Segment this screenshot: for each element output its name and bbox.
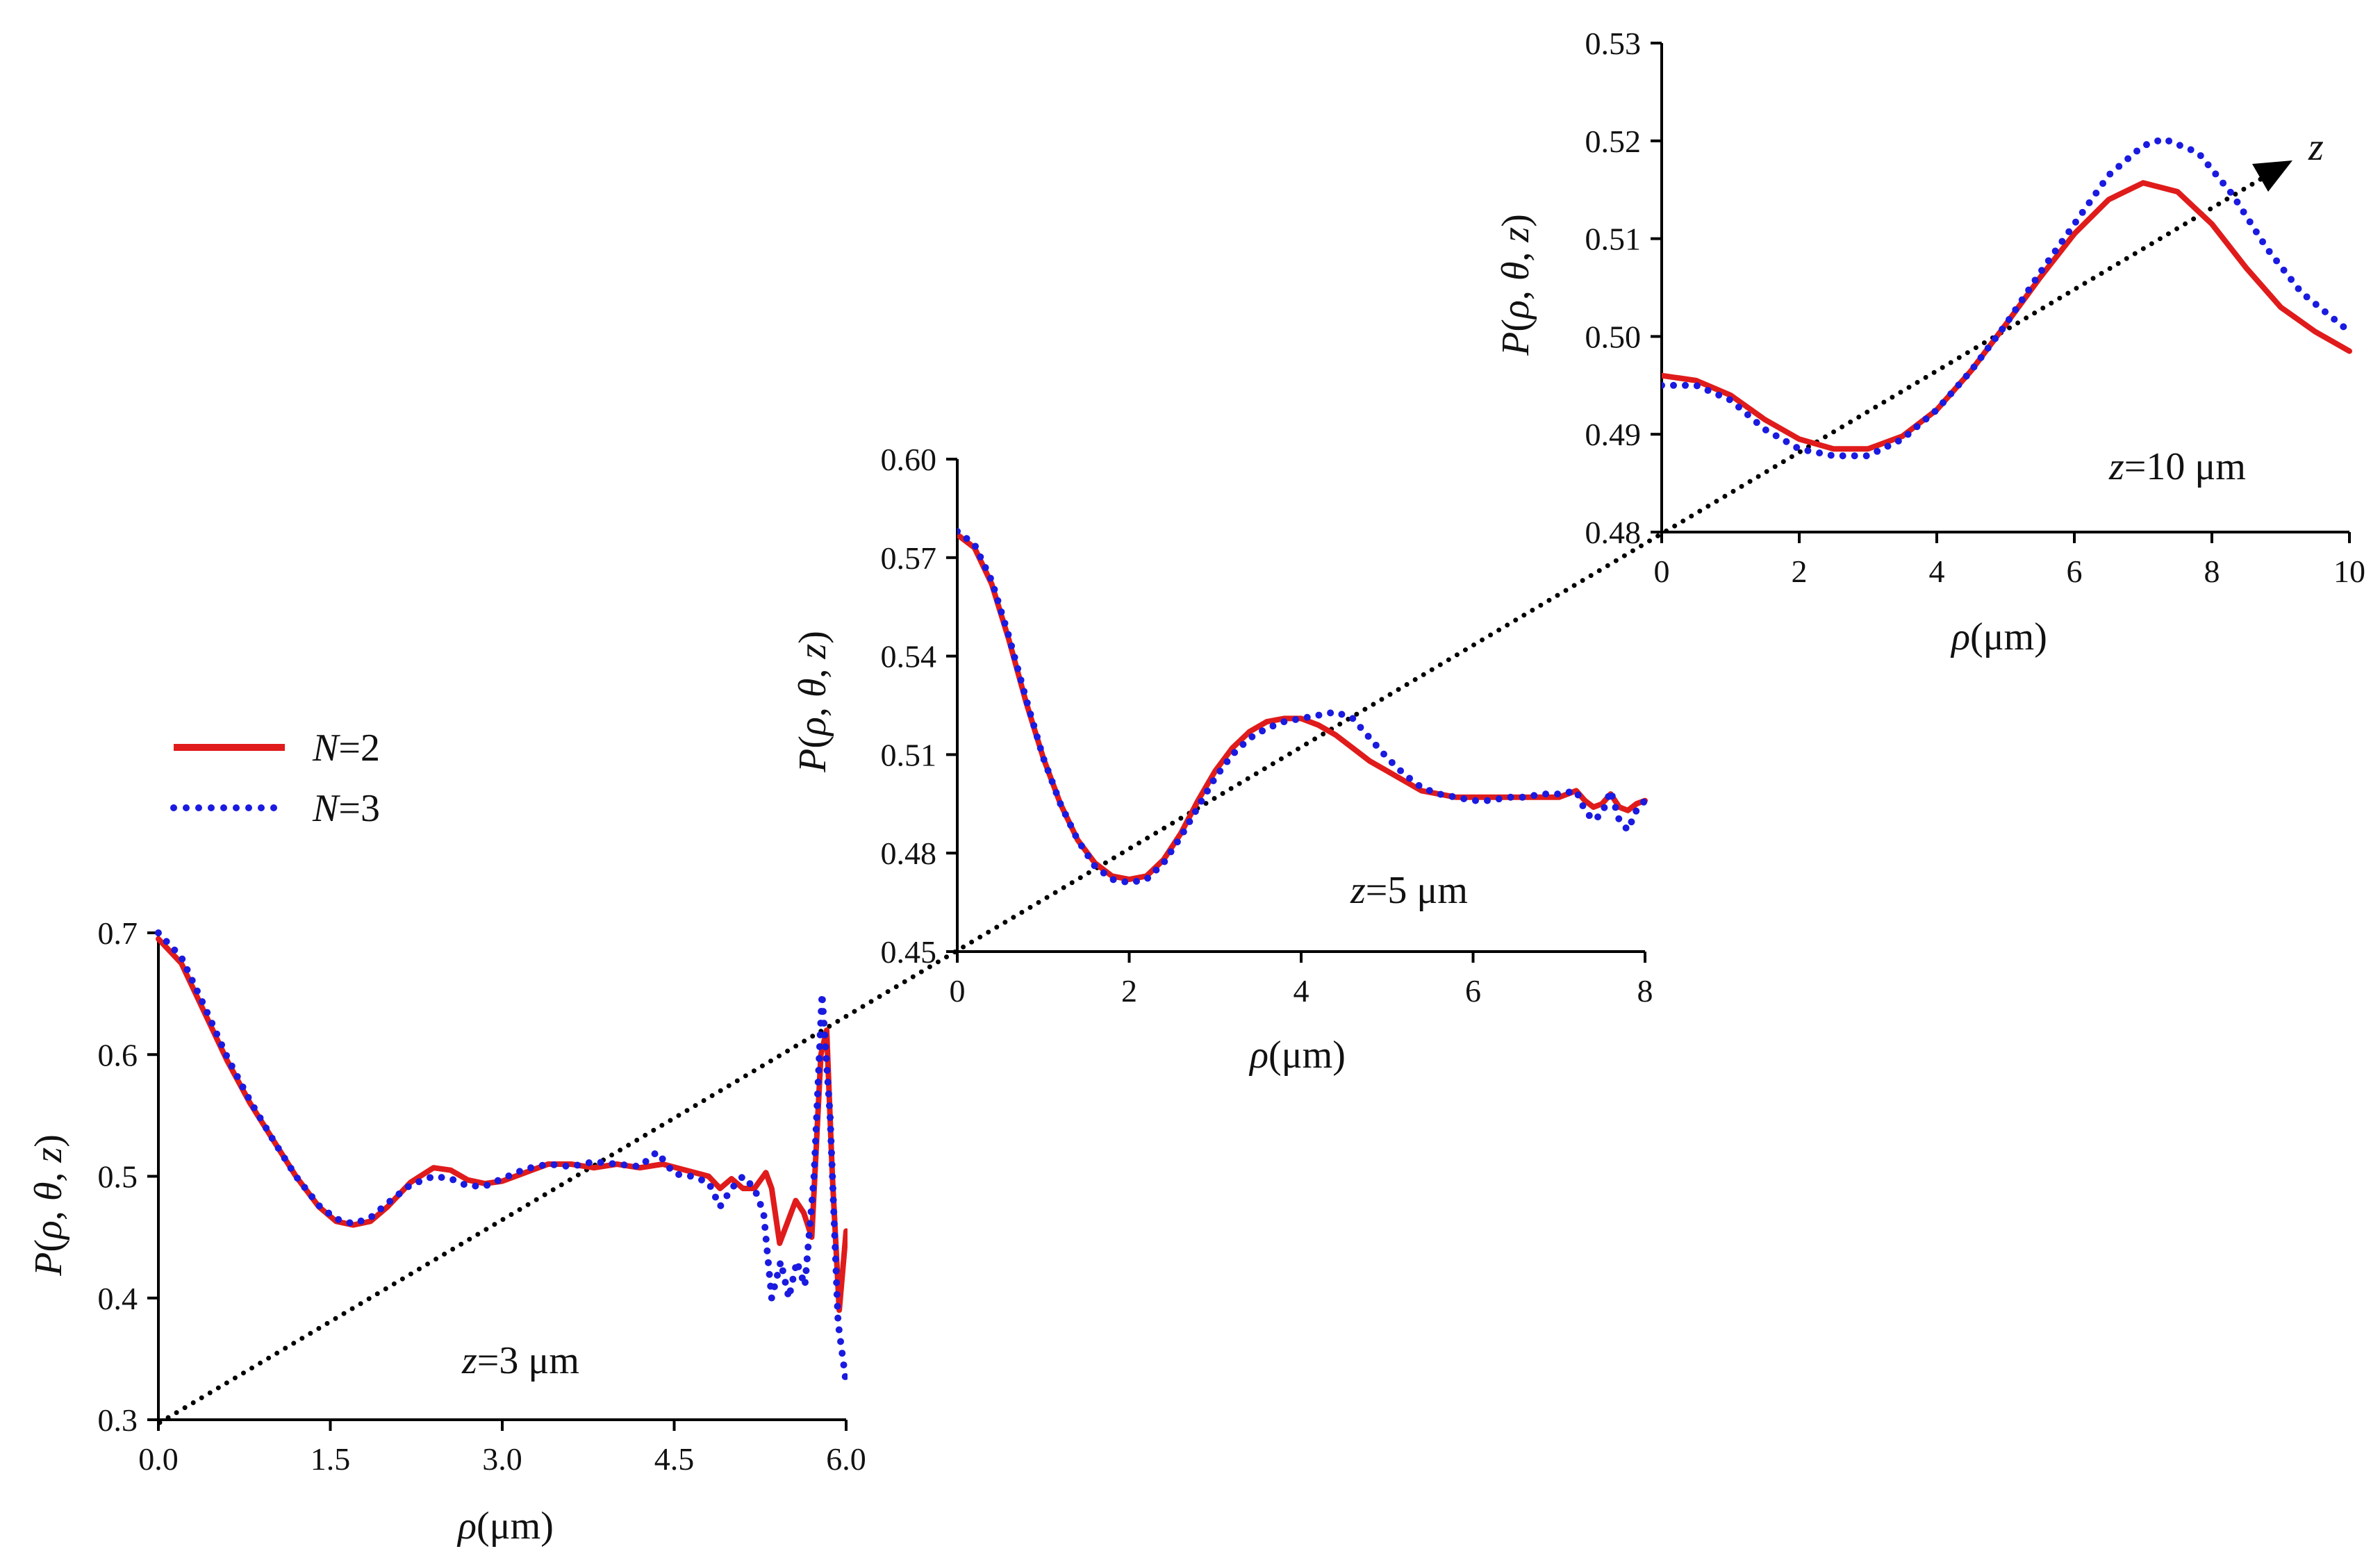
panel-z3-series (155, 929, 848, 1387)
legend-label-n2: N=2 (312, 727, 380, 770)
panel-z10-x-tick-label: 8 (2204, 554, 2220, 589)
panel-z10-series (1662, 135, 2353, 460)
panel-z3-series-n3 (155, 929, 848, 1387)
panel-z5-axes (956, 459, 1645, 953)
panel-z5-series (957, 528, 1648, 886)
panel-z5-y-tick-label: 0.48 (881, 836, 937, 871)
panel-z10-x-tick-label: 2 (1792, 554, 1808, 589)
z-axis-label: z (2308, 126, 2324, 169)
panel-z3-annotation: z=3 μm (461, 1339, 579, 1382)
panel-z5-y-tick-label: 0.60 (881, 442, 937, 477)
panel-z3-y-tick-label: 0.5 (98, 1159, 138, 1195)
panel-z5-ylabel: P(ρ, θ, z) (791, 631, 834, 773)
panel-z5-x-tick-label: 8 (1637, 973, 1653, 1009)
panel-z5-x-tick-label: 0 (950, 973, 966, 1009)
panel-z5-y-tick-label: 0.54 (881, 639, 937, 674)
panel-z3-y-tick-label: 0.6 (98, 1037, 138, 1072)
panel-z5-series-n3 (957, 528, 1648, 886)
panel-z3-y-tick-label: 0.7 (98, 915, 138, 951)
panel-z5-x-tick-label: 4 (1294, 973, 1309, 1009)
panel-z3-y-tick-label: 0.4 (98, 1281, 138, 1316)
panel-z5-xlabel: ρ(μm) (1248, 1034, 1346, 1077)
panel-z10: 0.48 0.49 0.50 0.51 0.52 0.53 0 2 4 6 8 10 P(ρ, θ,… (1494, 26, 2365, 658)
panel-z10-x-ticks: 0 2 4 6 8 10 (1654, 532, 2365, 589)
panel-z3-y-tick-label: 0.3 (98, 1402, 138, 1438)
panel-z3-x-tick-label: 6.0 (826, 1441, 866, 1477)
panel-z5-y-tick-label: 0.45 (881, 934, 937, 970)
legend: N=2 N=3 (170, 727, 380, 830)
panel-z5-annotation: z=5 μm (1350, 869, 1468, 912)
panel-z3-x-tick-label: 3.0 (482, 1441, 522, 1477)
panel-z10-x-tick-label: 4 (1929, 554, 1945, 589)
panel-z3: 0.3 0.4 0.5 0.6 0.7 0.0 1.5 3.0 4.5 6.0 P(ρ, θ, … (27, 915, 866, 1548)
panel-z3-y-ticks: 0.3 0.4 0.5 0.6 0.7 (98, 915, 158, 1438)
panel-z10-annotation: z=10 μm (2108, 445, 2246, 488)
z-axis: z (157, 126, 2324, 1425)
z-axis-arrowhead (2252, 160, 2292, 192)
panel-z10-series-n2 (1662, 180, 2352, 452)
panel-z10-y-tick-label: 0.53 (1585, 26, 1642, 61)
panel-z3-series-n2 (156, 936, 848, 1313)
panel-z5-x-tick-label: 6 (1465, 973, 1481, 1009)
panel-z10-x-tick-label: 6 (2067, 554, 2083, 589)
panel-z10-series-n3 (1662, 135, 2353, 460)
panel-z5-y-tick-label: 0.57 (881, 540, 937, 576)
panel-z3-x-tick-label: 4.5 (654, 1441, 695, 1477)
legend-label-n3: N=3 (312, 787, 380, 830)
panel-z10-xlabel: ρ(μm) (1950, 615, 2047, 658)
panel-z10-ylabel: P(ρ, θ, z) (1494, 214, 1537, 356)
panel-z5-y-ticks: 0.45 0.48 0.51 0.54 0.57 0.60 (881, 442, 957, 970)
panel-z10-axes (1660, 43, 2349, 533)
panel-z10-y-tick-label: 0.52 (1585, 124, 1642, 159)
panel-z10-y-tick-label: 0.50 (1585, 319, 1642, 354)
panel-z10-y-tick-label: 0.49 (1585, 417, 1642, 452)
z-axis-line (157, 163, 2287, 1425)
panel-z10-y-ticks: 0.48 0.49 0.50 0.51 0.52 0.53 (1585, 26, 1662, 550)
panel-z3-ylabel: P(ρ, θ, z) (27, 1134, 70, 1277)
panel-z3-x-ticks: 0.0 1.5 3.0 4.5 6.0 (138, 1420, 866, 1477)
panel-z10-x-tick-label: 10 (2333, 554, 2365, 589)
panel-z5-x-tick-label: 2 (1121, 973, 1137, 1009)
panel-z3-x-tick-label: 1.5 (311, 1441, 351, 1477)
panel-z5: 0.45 0.48 0.51 0.54 0.57 0.60 0 2 4 6 8 P(ρ, θ, z… (791, 442, 1653, 1077)
panel-z10-y-tick-label: 0.51 (1585, 222, 1642, 257)
panel-z5-x-ticks: 0 2 4 6 8 (950, 952, 1653, 1009)
panel-z3-xlabel: ρ(μm) (456, 1504, 554, 1548)
panel-z5-series-n2 (957, 531, 1648, 882)
panel-z3-x-tick-label: 0.0 (138, 1441, 179, 1477)
panel-z5-y-tick-label: 0.51 (881, 737, 937, 772)
panel-z10-x-tick-label: 0 (1654, 554, 1670, 589)
panel-z10-y-tick-label: 0.48 (1585, 515, 1642, 550)
